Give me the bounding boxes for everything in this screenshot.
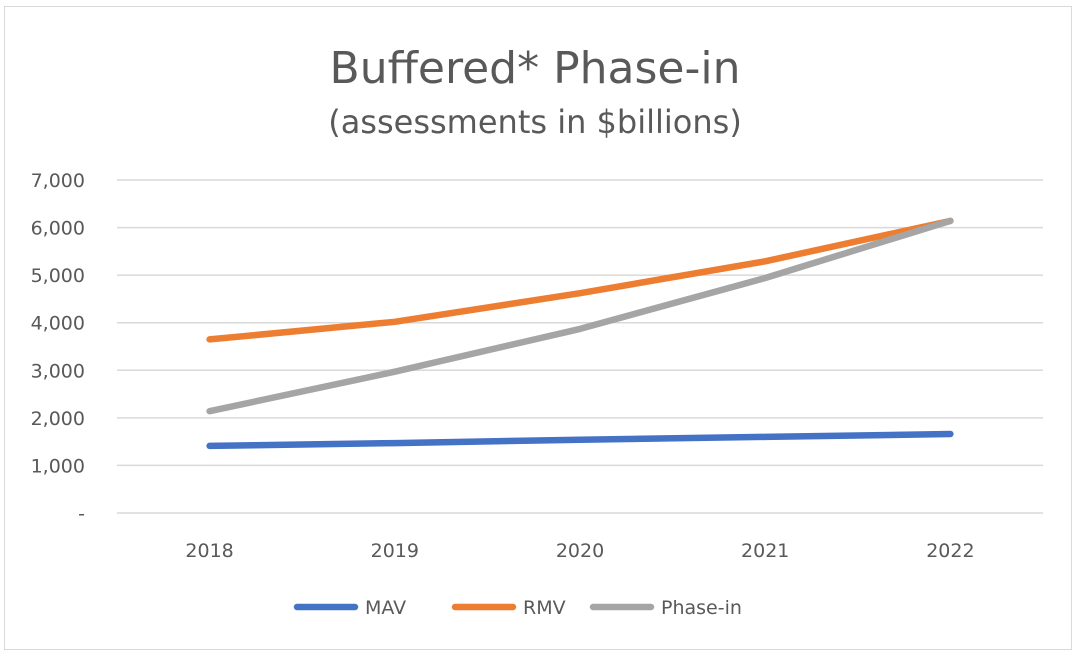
legend-label: RMV <box>523 597 566 619</box>
y-tick-label: 7,000 <box>31 170 85 192</box>
series-lines <box>206 217 954 450</box>
y-axis-ticks: - 1,000 2,000 3,000 4,000 5,000 6,000 7,000 <box>31 170 85 525</box>
chart-frame: Buffered* Phase-in (assessments in $bill… <box>4 6 1072 650</box>
y-tick-label: 1,000 <box>31 455 85 477</box>
gridlines <box>117 179 1043 514</box>
series-line-phase-in <box>206 217 954 415</box>
series-line-rmv <box>206 217 954 343</box>
y-tick-label: 2,000 <box>31 408 85 430</box>
x-tick-label: 2018 <box>185 540 233 562</box>
line-chart: Buffered* Phase-in (assessments in $bill… <box>31 43 1043 619</box>
legend-label: Phase-in <box>661 597 742 619</box>
chart-title: Buffered* Phase-in <box>330 43 741 94</box>
y-tick-label: 6,000 <box>31 218 85 240</box>
y-tick-label: 4,000 <box>31 313 85 335</box>
x-tick-label: 2022 <box>926 540 974 562</box>
x-tick-label: 2021 <box>741 540 789 562</box>
legend-label: MAV <box>365 597 406 619</box>
chart-subtitle: (assessments in $billions) <box>328 103 742 141</box>
x-tick-label: 2020 <box>556 540 604 562</box>
x-axis-ticks: 2018 2019 2020 2021 2022 <box>185 540 974 562</box>
y-tick-label: 5,000 <box>31 265 85 287</box>
x-tick-label: 2019 <box>371 540 419 562</box>
y-tick-label: 3,000 <box>31 360 85 382</box>
series-line-mav <box>206 430 954 450</box>
y-tick-label: - <box>78 503 85 525</box>
legend: MAV RMV Phase-in <box>293 597 742 619</box>
